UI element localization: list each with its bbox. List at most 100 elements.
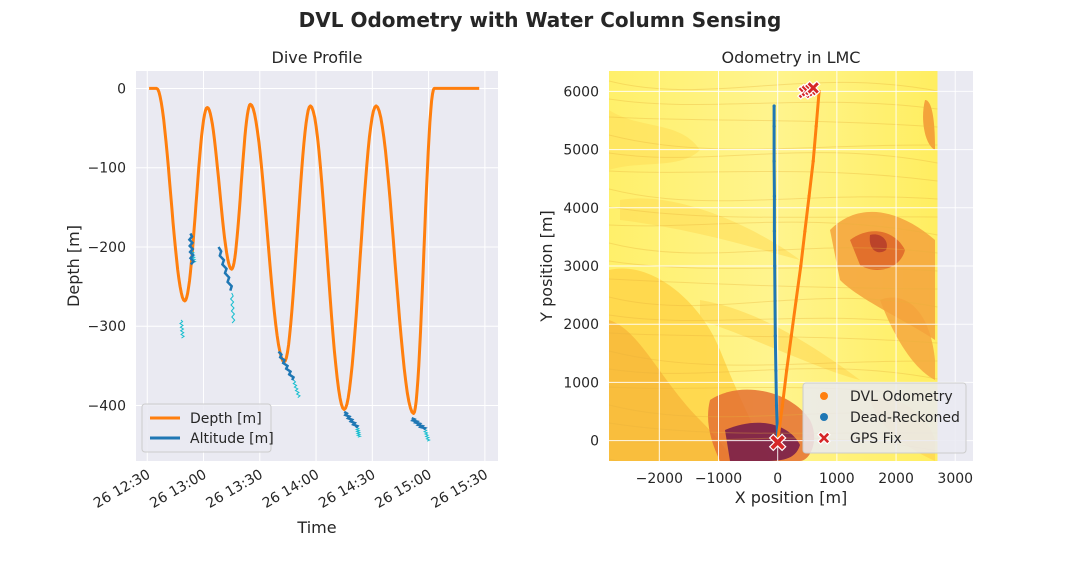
dead-reckoned-point	[772, 159, 776, 163]
odometry-legend: DVL Odometry Dead-Reckoned GPS Fix	[802, 382, 967, 454]
bathymetry-feature	[609, 110, 700, 170]
x-tick-label: 26 15:30	[429, 467, 491, 512]
y-tick-label: −400	[88, 399, 126, 415]
y-tick-label: 5000	[563, 143, 599, 159]
dvl-odometry-point	[789, 334, 793, 338]
y-tick-label: 4000	[563, 201, 599, 217]
x-tick-label: 26 13:00	[147, 467, 209, 512]
bathymetry-feature	[869, 234, 887, 253]
dvl-odometry-point	[780, 404, 785, 408]
bathymetry-contour	[609, 98, 938, 110]
dive-profile-ylabel: Depth [m]	[64, 225, 83, 307]
dive-profile-xlabel: Time	[296, 518, 336, 537]
dead-reckoned-point	[774, 404, 779, 408]
dead-reckoned-point	[772, 124, 776, 128]
y-tick-label: 0	[590, 434, 599, 450]
altitude-spread-segment	[179, 319, 186, 339]
x-tick-label: −1000	[695, 471, 742, 487]
bathymetry-contour	[609, 368, 938, 380]
bathymetry-contour	[609, 332, 938, 344]
altitude-spread-segment	[292, 379, 301, 398]
bathymetry-contour	[609, 314, 938, 326]
dead-reckoned-point	[774, 369, 778, 373]
dead-reckoned-point	[773, 299, 777, 303]
y-tick-label: 3000	[563, 259, 599, 275]
dvl-odometry-point	[803, 229, 807, 233]
y-tick-label: −300	[88, 319, 126, 335]
legend-box	[141, 403, 272, 453]
altitude-spread-segment	[354, 427, 362, 438]
figure-title: DVL Odometry with Water Column Sensing	[299, 8, 782, 32]
odometry-xlabel: X position [m]	[735, 488, 848, 507]
x-tick-label: 1000	[819, 471, 855, 487]
y-tick-label: 2000	[563, 317, 599, 333]
dvl-odometry-point	[811, 159, 815, 163]
legend-swatch	[820, 392, 828, 400]
y-tick-label: 6000	[563, 84, 599, 100]
x-tick-label: −2000	[636, 471, 683, 487]
bathymetry-contour	[609, 221, 938, 236]
altitude-spread-segment	[422, 428, 431, 442]
altitude-segment	[217, 246, 234, 291]
bathymetry-feature	[923, 100, 935, 150]
y-tick-label: 0	[117, 81, 126, 97]
y-tick-label: −100	[88, 161, 126, 177]
legend-label: GPS Fix	[850, 431, 902, 447]
odometry-series	[768, 80, 821, 452]
bathymetry-feature	[700, 300, 860, 380]
legend-swatch	[817, 431, 831, 445]
legend-swatch	[820, 413, 828, 421]
x-tick-label: 26 14:30	[316, 467, 378, 512]
dvl-odometry-point	[784, 369, 789, 373]
bathymetry-contour	[609, 134, 938, 150]
dead-reckoned-point	[772, 229, 777, 233]
bathymetry-contour	[609, 206, 938, 218]
gps-fix-marker	[805, 80, 821, 96]
bathymetry-feature	[620, 198, 800, 260]
altitude-spread-segment	[229, 292, 236, 324]
y-tick-label: 1000	[563, 375, 599, 391]
odometry-ylabel: Y position [m]	[537, 210, 556, 322]
gps-fix-marker	[768, 433, 787, 452]
bathymetry-contour	[609, 350, 938, 366]
altitude-segment	[343, 410, 360, 429]
legend-label: Dead-Reckoned	[850, 410, 960, 426]
altitude-segment	[410, 417, 428, 431]
odometry-chart: −2000 −1000 0 1000 2000 3000 0 1000 2000 3000 4000…	[537, 48, 973, 507]
dvl-odometry-point	[799, 264, 803, 268]
bathymetry-contour	[609, 260, 938, 272]
dead-reckoned-point	[772, 194, 777, 198]
legend-label: Altitude [m]	[190, 431, 274, 447]
dvl-odometry-point	[807, 194, 811, 198]
dvl-odometry-point	[814, 124, 818, 128]
dead-reckoned-point	[773, 334, 777, 338]
bathymetry-contour	[609, 152, 938, 164]
x-tick-label: 26 12:30	[91, 467, 153, 512]
dead-reckoned-point	[772, 104, 776, 108]
y-tick-label: −200	[88, 240, 126, 256]
dive-profile-grid	[136, 71, 498, 461]
x-tick-label: 2000	[878, 471, 914, 487]
bathymetry-contour	[609, 188, 938, 202]
x-tick-label: 26 13:30	[204, 467, 266, 512]
odometry-title: Odometry in LMC	[722, 48, 861, 67]
x-tick-label: 26 15:00	[372, 467, 434, 512]
odometry-ticks: −2000 −1000 0 1000 2000 3000 0 1000 2000 3000 4000…	[563, 84, 973, 487]
bathymetry-contour	[609, 116, 938, 128]
x-tick-label: 3000	[937, 471, 973, 487]
altitude-segment	[187, 232, 196, 266]
legend-label: DVL Odometry	[850, 389, 953, 405]
bathymetry-contour	[609, 242, 938, 254]
dive-profile-series	[147, 86, 480, 442]
x-tick-label: 0	[773, 471, 782, 487]
bathymetry-feature	[725, 422, 800, 461]
altitude-segment	[277, 350, 296, 381]
dead-reckoned-point	[773, 264, 777, 268]
legend-box	[802, 382, 967, 454]
dvl-odometry-point	[794, 299, 798, 303]
bathymetry-contour	[609, 296, 938, 308]
legend-label: Depth [m]	[190, 411, 262, 427]
dive-profile-legend: Depth [m] Altitude [m]	[141, 403, 274, 453]
